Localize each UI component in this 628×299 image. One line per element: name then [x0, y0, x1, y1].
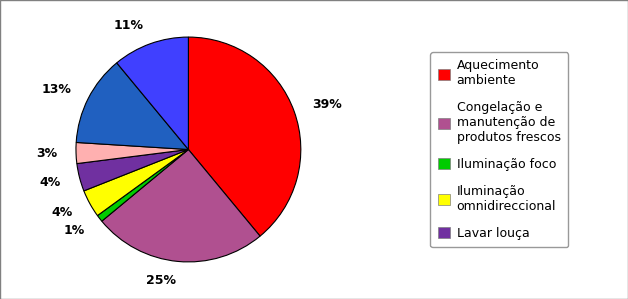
Wedge shape: [77, 150, 188, 191]
Wedge shape: [84, 150, 188, 216]
Text: 4%: 4%: [52, 206, 73, 219]
Wedge shape: [117, 37, 188, 150]
Wedge shape: [76, 63, 188, 150]
Legend: Aquecimento
ambiente, Congelação e
manutenção de
produtos frescos, Iluminação fo: Aquecimento ambiente, Congelação e manut…: [430, 52, 568, 247]
Text: 13%: 13%: [41, 83, 71, 96]
Wedge shape: [97, 150, 188, 221]
Text: 11%: 11%: [114, 19, 144, 32]
Wedge shape: [102, 150, 260, 262]
Text: 39%: 39%: [312, 98, 342, 112]
Wedge shape: [188, 37, 301, 236]
Text: 3%: 3%: [36, 147, 57, 160]
Wedge shape: [76, 142, 188, 164]
Text: 4%: 4%: [40, 176, 61, 189]
Text: 25%: 25%: [146, 274, 176, 287]
Text: 1%: 1%: [63, 224, 85, 237]
